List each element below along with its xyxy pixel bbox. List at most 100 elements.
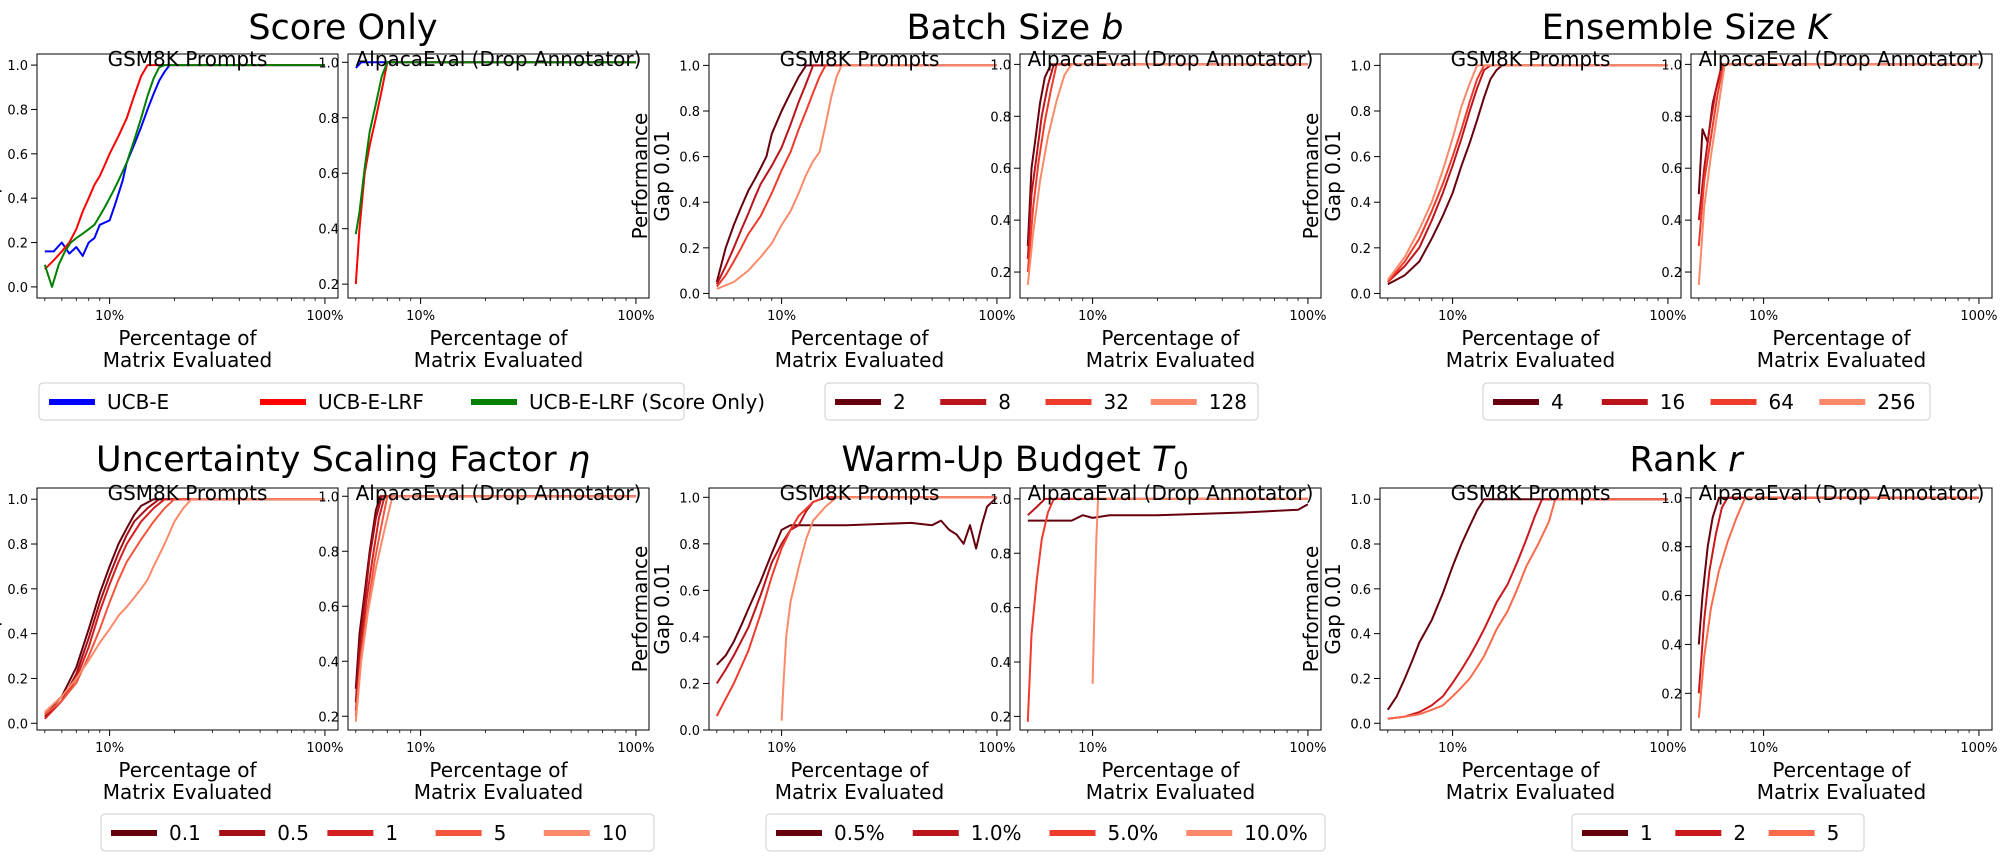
series-line-128 [1026,63,1308,286]
legend-frame [38,382,685,421]
axes-frame [36,487,339,731]
x-axis-label: Percentage of Matrix Evaluated [103,758,272,804]
series-line-2 [1026,63,1308,247]
series-line-UCB-E-LRF [354,61,636,285]
x-tick-label: 10% [1438,741,1467,756]
subplot-9: 10% 100% 0.2 0.4 0.6 0.8 1.0 AlpacaEval (Drop A… [990,481,1326,804]
y-tick-label: 0.6 [679,151,700,166]
series-line-UCB-E-LRF (Score Only) [43,64,325,288]
subplot-title: AlpacaEval (Drop Annotator) [1028,47,1314,71]
series-line-5.0% [1026,497,1308,722]
series-line-10.0% [1091,497,1308,684]
legend: 4 16 64 256 [1482,382,1931,421]
y-tick-label: 0.8 [679,538,700,553]
series-line-1 [44,498,325,720]
x-tick-label: 100% [306,741,343,756]
legend-label: UCB-E-LRF [318,390,424,414]
legend-label: 10.0% [1244,821,1308,845]
y-tick-label: 0.6 [1661,590,1682,605]
x-axis-label: Percentage of Matrix Evaluated [414,326,583,372]
subplot-4: 10% 100% 0.0 0.2 0.4 0.6 0.8 1.0 GSM8K Prompts Pe… [1299,47,1687,372]
subplot-title: GSM8K Prompts [108,47,268,71]
x-tick-label: 100% [306,309,343,324]
series-line-8 [1026,63,1308,260]
subplot-5: 10% 100% 0.2 0.4 0.6 0.8 1.0 AlpacaEval (Drop A… [1661,47,1997,372]
x-axis-label: Percentage of Matrix Evaluated [1757,326,1926,372]
legend-label: 0.5 [277,821,309,845]
axes-frame [1019,53,1322,299]
series-line-5 [1387,498,1668,720]
legend-label: 16 [1660,390,1685,414]
legend: 0.5% 1.0% 5.0% 10.0% [765,813,1326,852]
y-tick-label: 0.6 [318,600,339,615]
legend-label: UCB-E-LRF (Score Only) [529,390,765,414]
axes-frame [347,53,650,299]
x-tick-label: 100% [978,741,1015,756]
y-tick-label: 0.4 [318,223,339,238]
x-tick-label: 10% [1749,309,1778,324]
axes-frame [36,53,339,299]
series-line-1 [354,495,636,711]
y-tick-label: 0.2 [7,237,28,252]
y-tick-label: 0.6 [318,167,339,182]
y-tick-label: 0.6 [1350,151,1371,166]
y-tick-label: 1.0 [7,493,28,508]
legend-label: 1 [385,821,398,845]
axes-frame [347,487,650,731]
x-tick-label: 10% [95,309,124,324]
x-axis-label: Percentage of Matrix Evaluated [103,326,272,372]
series-line-4 [1387,64,1668,286]
x-tick-label: 10% [406,309,435,324]
y-tick-label: 0.2 [318,278,339,293]
series-line-10 [354,495,636,722]
y-tick-label: 0.4 [990,214,1011,229]
legend-label: 4 [1551,390,1564,414]
series-line-64 [1697,63,1979,247]
y-tick-label: 0.4 [7,628,28,643]
x-tick-label: 100% [1649,309,1686,324]
axes-frame [1690,53,1993,299]
series-line-UCB-E-LRF [44,64,325,270]
y-tick-label: 0.4 [679,196,700,211]
y-tick-label: 0.2 [318,710,339,725]
series-line-16 [1387,64,1668,283]
x-axis-label: Percentage of Matrix Evaluated [775,758,944,804]
legend-label: 128 [1209,390,1247,414]
series-line-2 [1697,496,1979,694]
y-tick-label: 0.8 [7,538,28,553]
y-tick-label: 0.4 [1350,628,1371,643]
legend-frame [100,813,655,852]
y-tick-label: 0.4 [318,655,339,670]
series-line-64 [1387,64,1668,283]
legend-label: 0.5% [834,821,885,845]
subplot-8: 10% 100% 0.0 0.2 0.4 0.6 0.8 1.0 GSM8K Prompts Pe… [628,481,1016,804]
subplot-title: AlpacaEval (Drop Annotator) [1699,47,1985,71]
series-line-UCB-E [44,64,325,257]
y-tick-label: 0.8 [679,105,700,120]
series-line-16 [1697,63,1979,221]
axes-frame [1379,53,1682,299]
y-tick-label: 1.0 [679,491,700,506]
y-tick-label: 1.0 [1661,58,1682,73]
x-tick-label: 10% [1078,309,1107,324]
y-tick-label: 1.0 [990,58,1011,73]
x-axis-label: Percentage of Matrix Evaluated [414,758,583,804]
legend-label: 10 [602,821,627,845]
subplot-title: AlpacaEval (Drop Annotator) [1028,481,1314,505]
y-tick-label: 0.0 [679,724,700,739]
subplot-title: GSM8K Prompts [1451,47,1611,71]
legend-frame [824,382,1259,421]
legend-label: 64 [1769,390,1794,414]
x-tick-label: 10% [1438,309,1467,324]
y-tick-label: 0.2 [679,242,700,257]
series-line-0.5% [1027,503,1309,522]
y-tick-label: 0.2 [7,672,28,687]
x-tick-label: 100% [1960,741,1997,756]
group-title: Score Only [248,8,437,48]
series-line-256 [1386,64,1668,281]
y-tick-label: 0.8 [318,545,339,560]
legend-label: 2 [893,390,906,414]
y-tick-label: 0.2 [679,677,700,692]
y-tick-label: 1.0 [679,59,700,74]
y-tick-label: 0.2 [990,710,1011,725]
